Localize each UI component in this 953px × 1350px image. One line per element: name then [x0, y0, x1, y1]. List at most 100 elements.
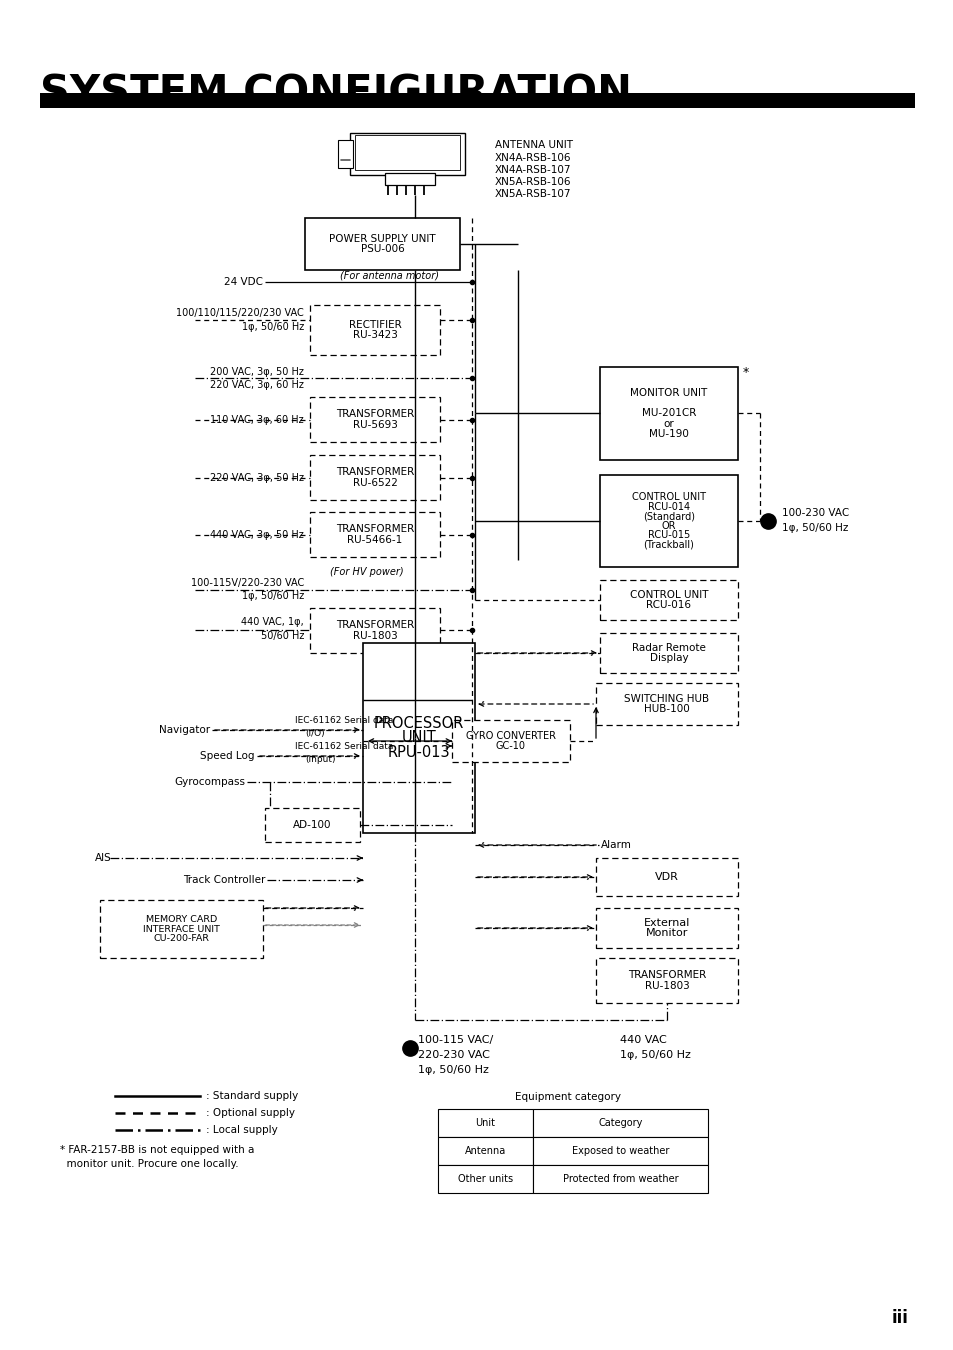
Text: 440 VAC: 440 VAC — [619, 1035, 666, 1045]
Bar — [310, 512, 439, 558]
Text: RPU-013: RPU-013 — [387, 745, 450, 760]
Text: : Standard supply: : Standard supply — [206, 1091, 298, 1102]
Text: External: External — [643, 918, 689, 927]
Text: 100-115 VAC/: 100-115 VAC/ — [417, 1035, 493, 1045]
Text: * FAR-2157-BB is not equipped with a: * FAR-2157-BB is not equipped with a — [60, 1145, 254, 1156]
Bar — [310, 608, 439, 653]
Bar — [596, 909, 738, 948]
Text: AIS: AIS — [95, 853, 112, 863]
Text: Unit: Unit — [475, 1118, 495, 1129]
Bar — [599, 475, 738, 567]
Bar — [100, 900, 263, 958]
Text: (Standard): (Standard) — [642, 512, 695, 521]
Text: SWITCHING HUB: SWITCHING HUB — [624, 694, 709, 703]
Text: RU-5466-1: RU-5466-1 — [347, 535, 402, 544]
Text: TRANSFORMER: TRANSFORMER — [335, 409, 414, 420]
Text: IEC-61162 Serial data: IEC-61162 Serial data — [294, 717, 393, 725]
Text: 220 VAC, 3φ, 50 Hz: 220 VAC, 3φ, 50 Hz — [210, 472, 304, 483]
Text: (Trackball): (Trackball) — [643, 540, 694, 549]
Bar — [40, 93, 914, 108]
Text: Equipment category: Equipment category — [515, 1092, 620, 1102]
Text: 1φ, 50/60 Hz: 1φ, 50/60 Hz — [241, 323, 304, 332]
Bar — [599, 580, 738, 620]
Text: CONTROL UNIT: CONTROL UNIT — [631, 493, 705, 502]
Bar — [533, 1165, 707, 1193]
Text: XN4A-RSB-106: XN4A-RSB-106 — [495, 153, 571, 163]
Bar — [310, 455, 439, 500]
Text: Monitor: Monitor — [645, 929, 687, 938]
Text: Other units: Other units — [457, 1174, 513, 1184]
Bar — [596, 859, 738, 896]
Bar — [305, 217, 459, 270]
Text: TRANSFORMER: TRANSFORMER — [335, 524, 414, 535]
Text: INTERFACE UNIT: INTERFACE UNIT — [143, 925, 220, 933]
Text: RU-6522: RU-6522 — [353, 478, 397, 487]
Text: PROCESSOR: PROCESSOR — [374, 717, 464, 732]
Text: CONTROL UNIT: CONTROL UNIT — [629, 590, 707, 599]
Text: RCU-016: RCU-016 — [646, 599, 691, 610]
Bar — [437, 1137, 533, 1165]
Text: (For HV power): (For HV power) — [330, 567, 403, 576]
Text: ANTENNA UNIT: ANTENNA UNIT — [495, 140, 573, 150]
Text: Gyrocompass: Gyrocompass — [173, 778, 245, 787]
Text: 200 VAC, 3φ, 50 Hz: 200 VAC, 3φ, 50 Hz — [210, 367, 304, 377]
Bar — [596, 958, 738, 1003]
Text: RECTIFIER: RECTIFIER — [348, 320, 401, 329]
Text: TRANSFORMER: TRANSFORMER — [627, 971, 705, 980]
Bar — [599, 633, 738, 674]
Text: RU-3423: RU-3423 — [353, 329, 397, 340]
Bar — [265, 809, 359, 842]
Text: MU-201CR: MU-201CR — [641, 409, 696, 418]
Text: POWER SUPPLY UNIT: POWER SUPPLY UNIT — [329, 234, 436, 244]
Text: or: or — [663, 418, 674, 429]
Text: Alarm: Alarm — [600, 840, 631, 850]
Text: CU-200-FAR: CU-200-FAR — [153, 934, 210, 942]
Text: Track Controller: Track Controller — [182, 875, 265, 886]
Text: 24 VDC: 24 VDC — [224, 277, 263, 288]
Text: UNIT: UNIT — [401, 730, 436, 745]
Bar — [310, 305, 439, 355]
Text: RCU-015: RCU-015 — [647, 531, 689, 540]
Bar — [363, 643, 475, 833]
Text: GC-10: GC-10 — [496, 741, 525, 751]
Text: IEC-61162 Serial data: IEC-61162 Serial data — [294, 743, 393, 752]
Text: TRANSFORMER: TRANSFORMER — [335, 621, 414, 630]
Text: 50/60 Hz: 50/60 Hz — [260, 630, 304, 641]
Text: Protected from weather: Protected from weather — [562, 1174, 678, 1184]
Bar — [533, 1137, 707, 1165]
Text: 100-230 VAC: 100-230 VAC — [781, 508, 848, 518]
Bar — [350, 134, 464, 176]
Bar — [355, 135, 459, 170]
Text: HUB-100: HUB-100 — [643, 705, 689, 714]
Text: 1φ, 50/60 Hz: 1φ, 50/60 Hz — [241, 591, 304, 601]
Text: OR: OR — [661, 521, 676, 531]
Bar — [596, 683, 738, 725]
Text: : Optional supply: : Optional supply — [206, 1108, 294, 1118]
Text: 440 VAC, 1φ,: 440 VAC, 1φ, — [241, 617, 304, 626]
Text: XN4A-RSB-107: XN4A-RSB-107 — [495, 165, 571, 176]
Text: Speed Log: Speed Log — [200, 751, 254, 761]
Text: (For antenna motor): (For antenna motor) — [339, 270, 438, 279]
Text: (Input): (Input) — [305, 756, 335, 764]
Bar — [437, 1108, 533, 1137]
Bar — [385, 173, 435, 185]
Bar — [452, 720, 569, 761]
Text: Exposed to weather: Exposed to weather — [571, 1146, 668, 1156]
Text: MEMORY CARD: MEMORY CARD — [146, 915, 217, 925]
Bar — [337, 140, 353, 167]
Bar — [310, 397, 439, 441]
Text: MU-190: MU-190 — [648, 429, 688, 439]
Text: AD-100: AD-100 — [293, 819, 332, 830]
Text: Display: Display — [649, 653, 688, 663]
Text: iii: iii — [891, 1310, 907, 1327]
Text: 220-230 VAC: 220-230 VAC — [417, 1050, 489, 1060]
Text: 100-115V/220-230 VAC: 100-115V/220-230 VAC — [191, 578, 304, 589]
Text: 1φ, 50/60 Hz: 1φ, 50/60 Hz — [781, 522, 847, 533]
Text: GYRO CONVERTER: GYRO CONVERTER — [465, 732, 556, 741]
Text: Radar Remote: Radar Remote — [632, 643, 705, 653]
Text: VDR: VDR — [655, 872, 679, 882]
Text: XN5A-RSB-107: XN5A-RSB-107 — [495, 189, 571, 198]
Text: *: * — [742, 366, 748, 379]
Text: RCU-014: RCU-014 — [647, 502, 689, 512]
Text: Category: Category — [598, 1118, 642, 1129]
